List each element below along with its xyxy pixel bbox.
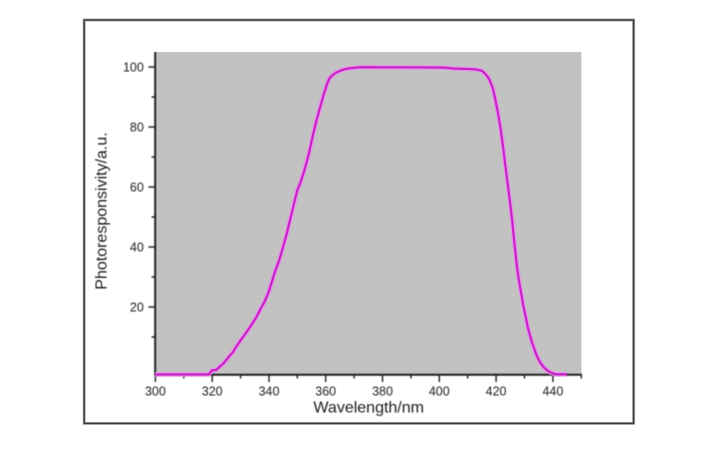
svg-text:340: 340 [259, 385, 280, 399]
svg-text:40: 40 [130, 240, 144, 254]
svg-text:360: 360 [315, 385, 336, 399]
svg-text:60: 60 [130, 180, 144, 194]
svg-text:400: 400 [429, 385, 450, 399]
svg-text:80: 80 [130, 120, 144, 134]
svg-text:320: 320 [202, 385, 223, 399]
svg-text:Wavelength/nm: Wavelength/nm [313, 400, 424, 417]
svg-text:440: 440 [542, 385, 563, 399]
svg-text:20: 20 [130, 300, 144, 314]
svg-text:380: 380 [372, 385, 393, 399]
svg-text:Photoresponsivity/a.u.: Photoresponsivity/a.u. [94, 132, 111, 289]
svg-text:300: 300 [145, 385, 166, 399]
svg-text:100: 100 [123, 60, 144, 74]
svg-text:420: 420 [486, 385, 507, 399]
